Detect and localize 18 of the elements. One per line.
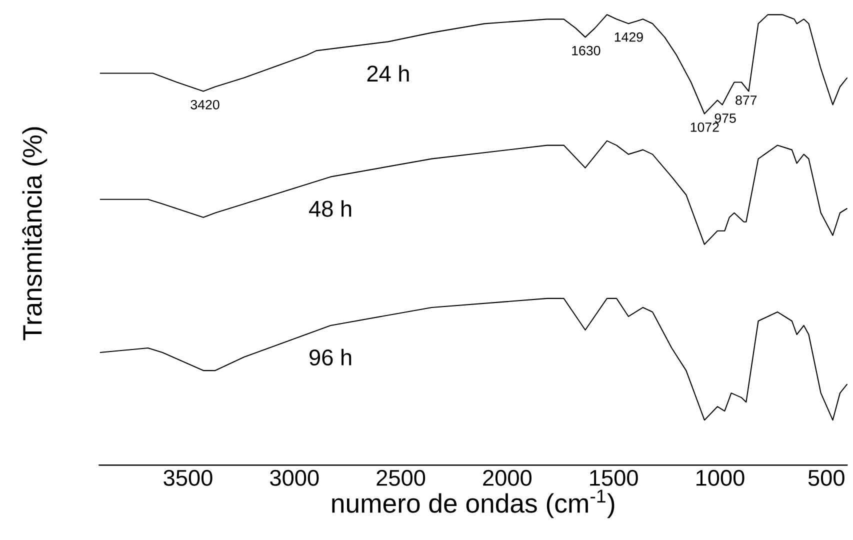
x-tick-label: 500 [808, 470, 844, 486]
series-label: 96 h [310, 348, 352, 366]
annotation: 3420 [190, 100, 220, 110]
annotation: 877 [736, 96, 757, 105]
annotation: 1072 [690, 122, 719, 132]
x-tick-label: 2500 [376, 470, 426, 486]
series-label: 48 h [309, 200, 352, 217]
annotation: 1630 [572, 46, 600, 56]
series-label: 24 h [367, 65, 409, 82]
x-tick-label: 3500 [164, 470, 212, 486]
y-axis-title: Transmitância (%) [22, 127, 48, 340]
x-tick-label: 1500 [590, 470, 638, 486]
x-tick-label: 3000 [270, 470, 319, 486]
annotation: 1429 [614, 32, 643, 42]
x-tick-label: 2000 [483, 470, 532, 486]
annotation: 975 [714, 114, 736, 124]
x-tick-label: 1000 [696, 470, 744, 486]
x-axis-title: numero de ondas (cm$^{-1}$) [332, 490, 614, 518]
